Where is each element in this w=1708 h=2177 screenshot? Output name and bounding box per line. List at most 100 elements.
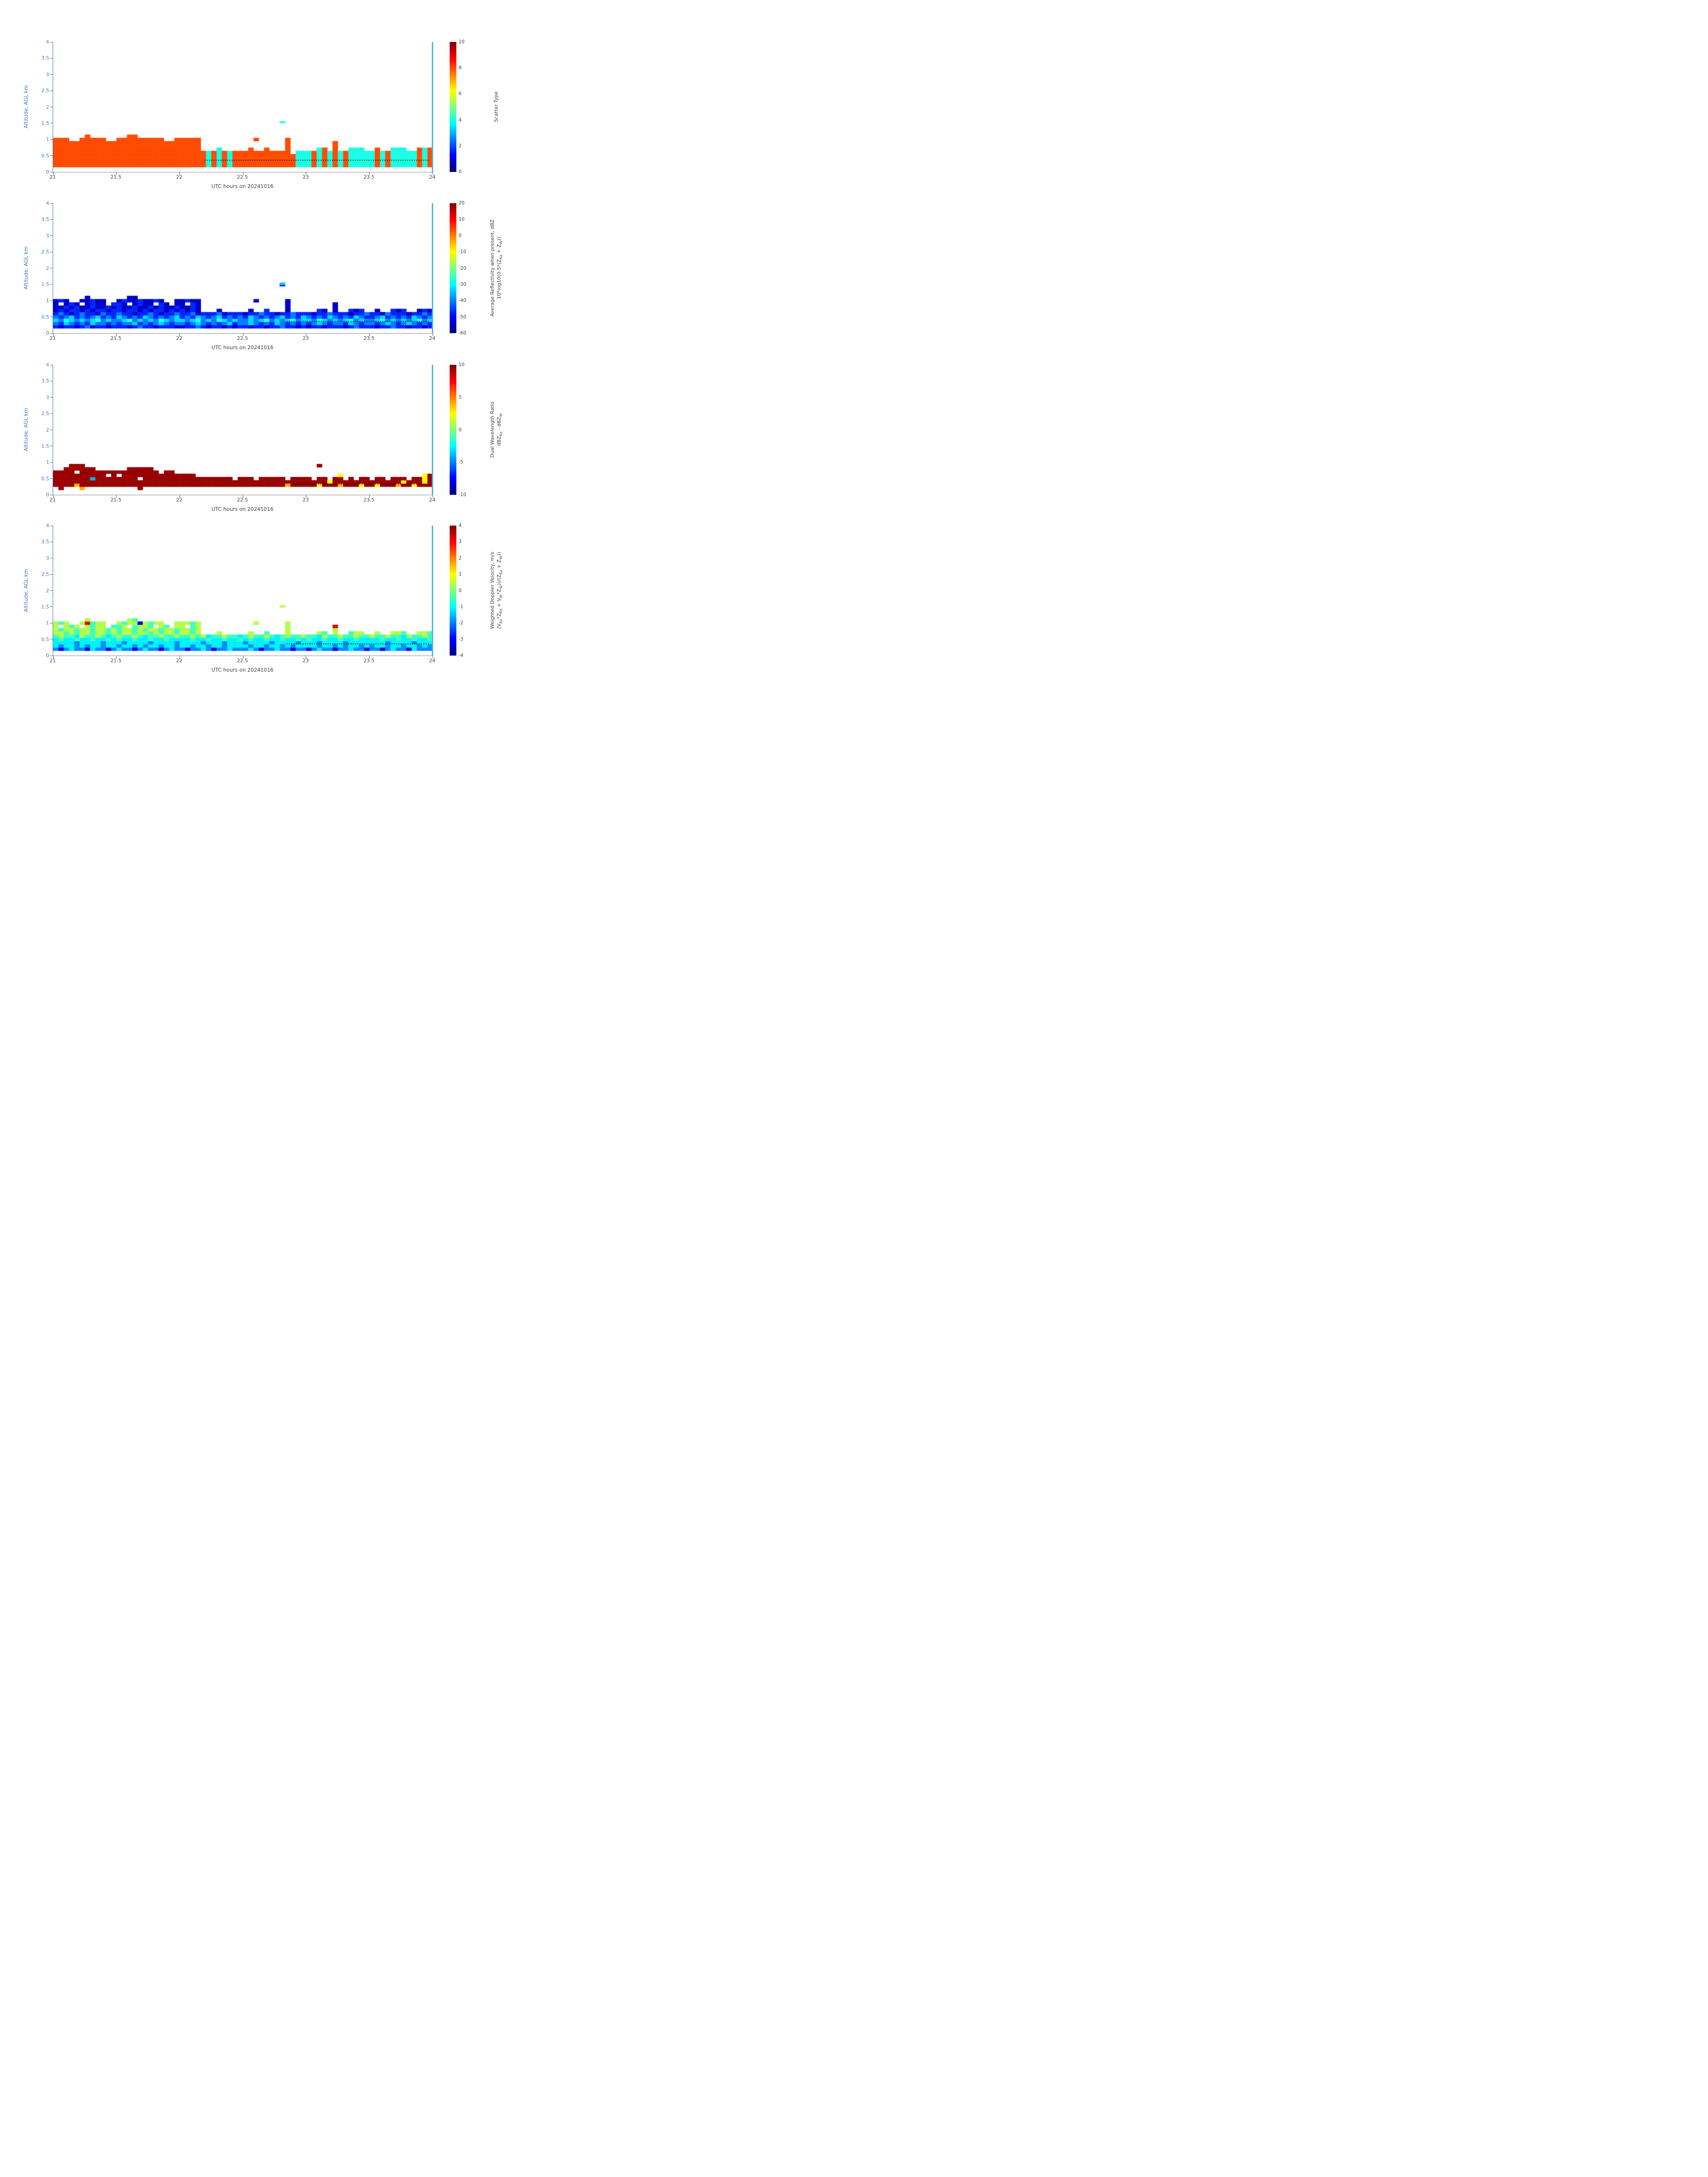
x-tick-labels: 21 21.5 22 22.5 23 23.5 24	[50, 174, 435, 181]
y-tick-label: 1	[46, 297, 49, 304]
right-spine	[432, 42, 433, 172]
x-tick-label: 24	[429, 335, 435, 341]
x-tick-label: 24	[429, 658, 435, 664]
x-tick-label: 22.5	[237, 497, 248, 503]
y-tick-mark	[50, 462, 53, 463]
colorbar-tick-label: 4	[459, 523, 462, 528]
x-tick-label: 22.5	[237, 335, 248, 341]
x-tick-label: 24	[429, 174, 435, 180]
x-tick-mark	[116, 333, 117, 336]
y-tick-label: 2.5	[41, 88, 50, 94]
colorbar-title: Dual Wavelength Ratio dBZKa - dBZW	[489, 401, 504, 458]
colorbar-tick-label: 4	[459, 117, 462, 123]
y-tick-label: 4	[46, 200, 49, 206]
y-tick-label: 1	[46, 459, 49, 465]
colorbar-title: Scatter Type	[493, 92, 500, 122]
y-tick-label: 2.5	[41, 571, 50, 577]
x-tick-label: 23	[302, 658, 309, 664]
y-tick-mark	[50, 203, 53, 204]
colorbar-tick-label: 0	[459, 588, 462, 593]
y-tick-labels: 0 0.5 1 1.5 2 2.5 3 3.5 4	[0, 523, 50, 659]
colorbar-title-line: Scatter Type	[493, 91, 499, 122]
x-tick-label: 22	[176, 174, 183, 180]
y-tick-mark	[50, 139, 53, 140]
colorbar-tick-label: 2	[459, 143, 462, 149]
x-tick-label: 21.5	[110, 658, 121, 664]
y-tick-label: 3.5	[41, 378, 50, 384]
colorbar-title: Average Reflectivity when present, dBZ 10…	[489, 219, 504, 317]
colorbar-tick-label: 2	[459, 555, 462, 561]
panel-scatter-type: Altitude, AGL km 0 0.5 1 1.5 2 2.5 3 3.5 4 21 21.…	[0, 39, 569, 196]
x-tick-labels: 21 21.5 22 22.5 23 23.5 24	[50, 658, 435, 665]
y-tick-label: 3	[46, 233, 49, 239]
colorbar-tick-label: 10	[459, 217, 465, 222]
y-tick-mark	[50, 333, 53, 334]
colorbar-tick-label: 6	[459, 91, 462, 97]
x-tick-label: 23	[302, 174, 309, 180]
y-tick-label: 2	[46, 104, 49, 110]
y-tick-label: 3	[46, 394, 49, 401]
colorbar-tick-label: -30	[459, 281, 467, 287]
x-tick-label: 21.5	[110, 174, 121, 180]
x-tick-label: 22	[176, 658, 183, 664]
y-tick-label: 1.5	[41, 281, 50, 288]
y-tick-labels: 0 0.5 1 1.5 2 2.5 3 3.5 4	[0, 200, 50, 336]
colorbar-tick-label: 3	[459, 539, 462, 545]
right-spine	[432, 365, 433, 495]
x-tick-mark	[369, 172, 370, 175]
x-tick-label: 23	[302, 497, 309, 503]
colorbar-title-line: Average Reflectivity when present, dBZ	[489, 219, 496, 317]
y-tick-label: 2.5	[41, 410, 50, 417]
heatmap-canvas	[53, 42, 433, 172]
right-spine	[432, 526, 433, 656]
heatmap-canvas	[53, 526, 433, 656]
x-tick-label: 21	[50, 658, 56, 664]
x-tick-mark	[53, 495, 54, 498]
y-tick-mark	[50, 574, 53, 575]
x-tick-label: 21.5	[110, 497, 121, 503]
x-tick-label: 21	[50, 497, 56, 503]
heatmap-canvas	[53, 365, 433, 495]
y-tick-label: 0	[46, 492, 49, 498]
colorbar-tick-label: 10	[459, 362, 465, 368]
y-tick-label: 4	[46, 39, 49, 45]
colorbar-tick-label: -20	[459, 265, 467, 271]
y-tick-mark	[50, 74, 53, 75]
y-tick-label: 1	[46, 620, 49, 626]
y-tick-label: 0.5	[41, 476, 50, 482]
right-spine	[432, 203, 433, 333]
y-tick-label: 0.5	[41, 636, 50, 643]
y-tick-label: 3.5	[41, 216, 50, 222]
y-tick-mark	[50, 478, 53, 479]
x-tick-label: 22	[176, 497, 183, 503]
x-tick-label: 22.5	[237, 658, 248, 664]
heatmap-plot-scatter-type	[50, 42, 433, 175]
x-tick-mark	[369, 333, 370, 336]
colorbar: -10 -5 0 5 10 Dual Wavelength Ratio dBZKa - d…	[450, 362, 569, 497]
panel-dual-wavelength-ratio: Altitude, AGL km 0 0.5 1 1.5 2 2.5 3 3.5 4 21 21.…	[0, 362, 569, 519]
colorbar-tick-label: -1	[459, 604, 464, 610]
x-axis-title: UTC hours on 20241016	[211, 667, 274, 673]
y-tick-label: 3	[46, 555, 49, 561]
x-tick-label: 23	[302, 335, 309, 341]
colorbar-tick-label: 1	[459, 572, 462, 577]
colorbar-tick-label: -10	[459, 249, 467, 255]
colorbar-title-line: Weighted Doppler Velocity, m/s	[489, 552, 496, 629]
colorbar-tick-label: 20	[459, 201, 465, 206]
y-tick-label: 1.5	[41, 120, 50, 126]
y-tick-mark	[50, 155, 53, 156]
panel-average-reflectivity: Altitude, AGL km 0 0.5 1 1.5 2 2.5 3 3.5 4 21 21.…	[0, 200, 569, 357]
colorbar: -60 -50 -40 -30 -20 -10 0 10 20 Average Reflecti…	[450, 201, 569, 336]
y-tick-label: 1.5	[41, 443, 50, 449]
x-tick-labels: 21 21.5 22 22.5 23 23.5 24	[50, 335, 435, 343]
y-tick-label: 2.5	[41, 249, 50, 255]
x-tick-label: 21	[50, 174, 56, 180]
y-tick-label: 4	[46, 362, 49, 368]
y-tick-label: 0.5	[41, 314, 50, 320]
colorbar-tick-label: 0	[459, 233, 462, 238]
x-tick-mark	[53, 333, 54, 336]
x-tick-mark	[116, 172, 117, 175]
colorbar-canvas	[450, 365, 456, 495]
y-tick-label: 3	[46, 71, 49, 78]
colorbar-tick-label: 0	[459, 169, 462, 175]
